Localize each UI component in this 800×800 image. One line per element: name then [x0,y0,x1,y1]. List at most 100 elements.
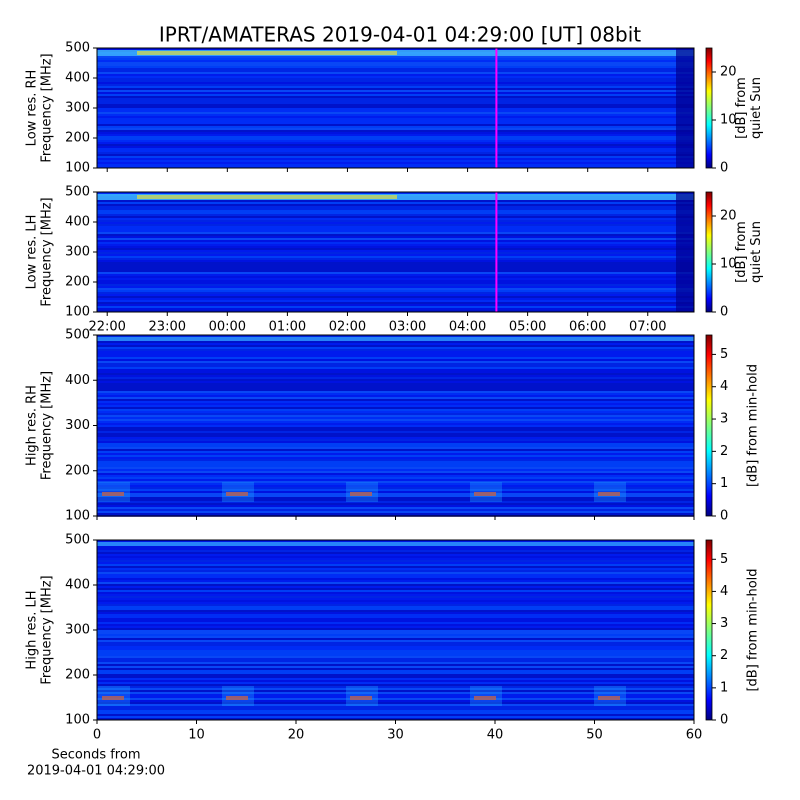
heatmap-row [97,288,694,290]
heatmap-band [137,195,397,199]
heatmap-row [97,552,694,554]
heatmap-row [97,244,694,246]
heatmap-row [97,82,694,84]
heatmap-row [97,369,694,371]
heatmap-row [97,548,694,550]
heatmap-row [97,276,694,278]
heatmap-row [97,92,694,94]
heatmap-row [97,550,694,552]
heatmap-row [97,592,694,594]
heatmap-row [97,632,694,634]
heatmap-row [97,134,694,136]
heatmap-row [97,220,694,222]
heatmap-row [97,664,694,666]
x-tick-label: 23:00 [149,320,186,335]
heatmap-row [97,507,694,509]
heatmap-row [97,399,694,401]
heatmap-row [97,421,694,423]
colorbar-tick-label: 20 [720,65,737,80]
heatmap-row [97,381,694,383]
heatmap-row [97,706,694,708]
heatmap-row [97,473,694,475]
colorbar [705,334,713,517]
heatmap-row [97,357,694,359]
heatmap-row [97,132,694,134]
heatmap-row [97,513,694,515]
heatmap-row [97,212,694,214]
heatmap-row [97,214,694,216]
heatmap-burst [470,686,502,706]
heatmap-row [97,690,694,692]
heatmap-band [97,542,694,546]
heatmap-row [97,628,694,630]
heatmap-burst [102,696,124,700]
heatmap-row [97,112,694,114]
heatmap-row [97,497,694,499]
heatmap-burst [346,686,378,706]
heatmap-row [97,377,694,379]
colorbar-tick-label: 4 [720,584,728,599]
y-axis-label: Frequency [MHz] [40,575,55,684]
heatmap-row [97,359,694,361]
heatmap-row [97,489,694,491]
y-tick-label: 300 [65,418,90,433]
heatmap-row [97,401,694,403]
heatmap-row [97,128,694,130]
heatmap-row [97,407,694,409]
heatmap-row [97,389,694,391]
x-tick-label: 50 [586,728,603,743]
y-tick-label: 100 [65,713,90,728]
heatmap-row [97,300,694,302]
heatmap-row [97,419,694,421]
heatmap-row [97,74,694,76]
y-axis-label: Low res. LH [25,215,40,290]
y-tick-label: 300 [65,623,90,638]
heatmap-row [97,564,694,566]
heatmap-row [97,670,694,672]
heatmap-burst [594,686,626,706]
x-tick-label: 10 [188,728,205,743]
heatmap-row [97,586,694,588]
colorbar-tick-label: 4 [720,379,728,394]
heatmap-row [97,680,694,682]
heatmap-row [97,409,694,411]
heatmap-row [97,511,694,513]
y-tick-label: 200 [65,131,90,146]
heatmap-row [97,483,694,485]
y-axis-label: Frequency [MHz] [40,197,55,306]
y-tick-label: 400 [65,373,90,388]
heatmap-row [97,110,694,112]
heatmap-row [97,608,694,610]
heatmap-row [97,570,694,572]
heatmap-row [97,718,694,720]
heatmap-row [97,594,694,596]
heatmap-row [97,600,694,602]
heatmap-row [97,469,694,471]
colorbar [705,539,713,721]
heatmap-row [97,471,694,473]
x-tick-label: 00:00 [209,320,246,335]
heatmap-row [97,230,694,232]
heatmap-row [97,493,694,495]
heatmap-row [97,626,694,628]
heatmap-row [97,576,694,578]
colorbar-tick-label: 1 [720,476,728,491]
heatmap-burst [102,492,124,496]
y-tick-label: 100 [65,509,90,524]
heatmap-row [97,306,694,308]
colorbar [705,47,713,169]
heatmap-burst [350,696,372,700]
heatmap-row [97,238,694,240]
heatmap-row [97,590,694,592]
heatmap-band [97,337,694,341]
heatmap-row [97,501,694,503]
heatmap-row [97,130,694,132]
heatmap-row [97,341,694,343]
heatmap-row [97,463,694,465]
heatmap-row [97,676,694,678]
heatmap-burst [98,686,130,706]
x-tick-label: 01:00 [269,320,306,335]
heatmap-row [97,270,694,272]
heatmap-row [97,345,694,347]
